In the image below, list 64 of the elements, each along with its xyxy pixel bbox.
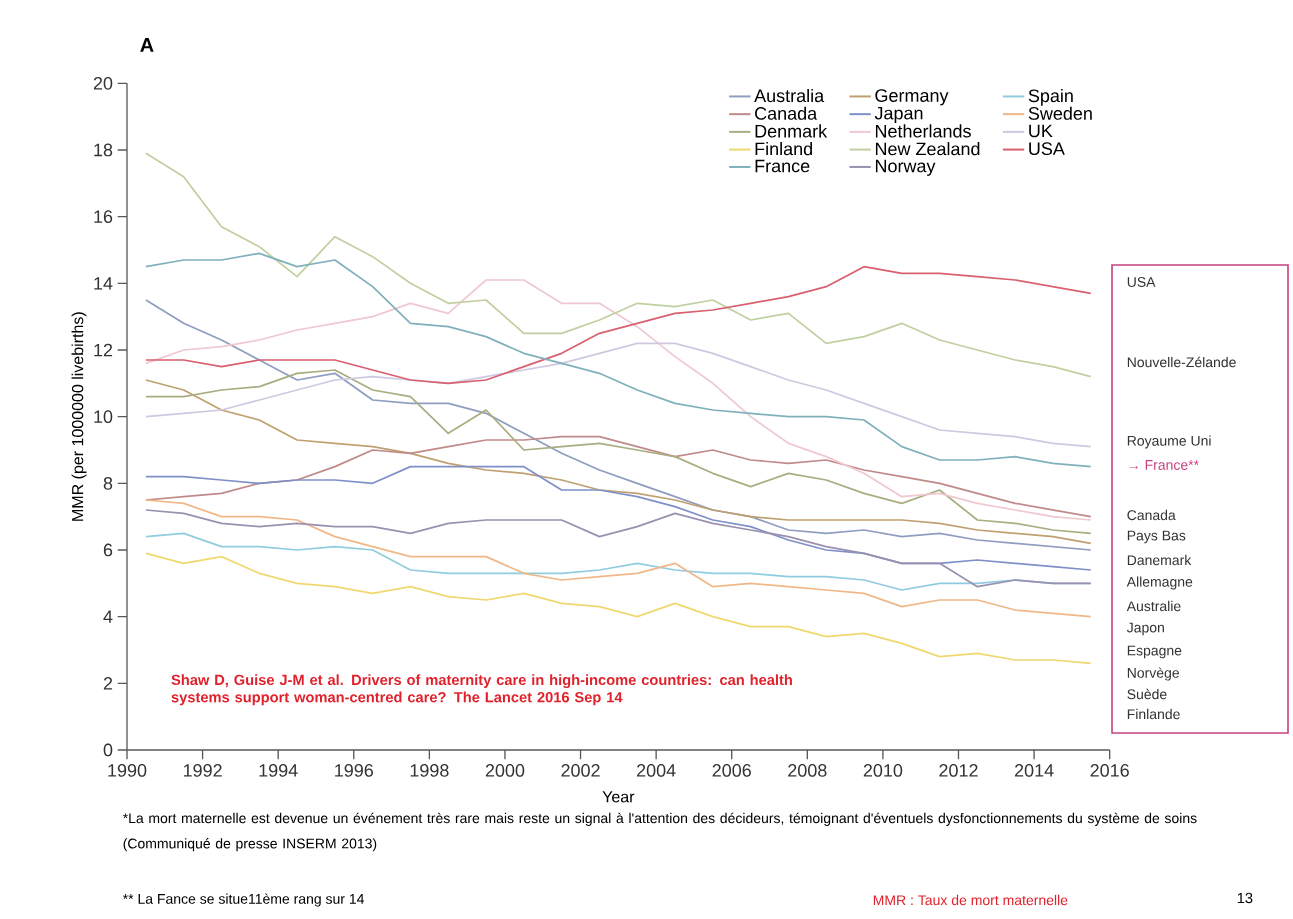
y-tick-label: 4 bbox=[103, 610, 113, 623]
y-tick-label: 2 bbox=[103, 677, 113, 690]
text: Allemagne bbox=[1126, 576, 1193, 590]
x-tick-label: 2000 bbox=[485, 764, 525, 777]
x-tick-label: 2008 bbox=[788, 764, 827, 777]
x-tick-label: 2010 bbox=[863, 764, 903, 777]
annotation: Shaw D, Guise J-M et al. Drivers of maternity care in high-income countries: can health systems support woman-centred care? The Lancet 2016 Sep 14 bbox=[171, 674, 792, 706]
x-axis-title: Year bbox=[602, 791, 635, 803]
legend-label: Australia bbox=[754, 88, 825, 103]
text: Nouvelle-Zélande bbox=[1127, 356, 1236, 368]
text: Australie bbox=[1126, 600, 1181, 612]
legend-label: Germany bbox=[875, 89, 949, 106]
legend-label: France bbox=[755, 159, 810, 173]
legend-label: Canada bbox=[755, 106, 818, 120]
y-tick-label: 14 bbox=[94, 277, 113, 290]
chart-title: A bbox=[140, 38, 154, 52]
legend-label: Finland bbox=[755, 142, 812, 156]
legend-label: Norway bbox=[875, 159, 936, 176]
x-tick-label: 2014 bbox=[1014, 764, 1054, 777]
text: Suède bbox=[1127, 688, 1167, 700]
x-tick-label: 1992 bbox=[183, 764, 222, 777]
text: → France** bbox=[1129, 460, 1199, 470]
line-series bbox=[145, 279, 1092, 521]
x-tick-label: 2004 bbox=[637, 764, 676, 777]
text: Pays Bas bbox=[1127, 530, 1186, 544]
y-tick-label: 0 bbox=[103, 743, 113, 757]
legend-label: UK bbox=[1029, 124, 1053, 138]
text: ** La Fance se situe11ème rang sur 14 bbox=[122, 893, 365, 907]
legend-label: Spain bbox=[1028, 88, 1073, 106]
x-tick-label: 2006 bbox=[712, 764, 751, 777]
legend-label: USA bbox=[1029, 142, 1065, 156]
x-tick-label: 2016 bbox=[1090, 764, 1129, 777]
text: 13 bbox=[1237, 892, 1253, 904]
y-axis-title: MMR (per 1000000 livebirths) bbox=[71, 312, 87, 521]
x-tick-label: 1998 bbox=[410, 764, 449, 777]
text: Japon bbox=[1126, 622, 1164, 636]
legend-label: Netherlands bbox=[875, 124, 971, 138]
line-series bbox=[145, 552, 1092, 665]
x-tick-label: 2002 bbox=[561, 764, 600, 777]
y-tick-label: 12 bbox=[94, 343, 113, 357]
x-tick-label: 1996 bbox=[335, 764, 373, 777]
legend-label: Sweden bbox=[1028, 106, 1092, 120]
text: MMR : Taux de mort maternelle bbox=[873, 894, 1068, 906]
x-tick-label: 1990 bbox=[108, 764, 147, 777]
y-tick-label: 20 bbox=[93, 76, 113, 90]
text: Norvège bbox=[1127, 667, 1179, 681]
text: Danemark bbox=[1127, 554, 1192, 566]
text: Royaume Uni bbox=[1127, 435, 1211, 449]
y-tick-label: 6 bbox=[103, 543, 113, 557]
legend-label: Japan bbox=[874, 106, 923, 124]
y-tick-label: 10 bbox=[94, 410, 113, 424]
legend-label: New Zealand bbox=[875, 142, 980, 156]
text: USA bbox=[1127, 277, 1156, 287]
text: Canada bbox=[1127, 509, 1176, 521]
legend-label: Denmark bbox=[755, 124, 828, 138]
text: Espagne bbox=[1127, 645, 1182, 659]
y-tick-label: 16 bbox=[94, 210, 113, 224]
y-tick-label: 8 bbox=[103, 476, 113, 490]
text: Finlande bbox=[1127, 708, 1180, 720]
y-tick-label: 18 bbox=[94, 143, 113, 157]
x-tick-label: 1994 bbox=[259, 764, 298, 777]
text: *La mort maternelle est devenue un événement très rare mais reste un signal à l'attention des décideurs, témoignant d'éventuels dysfonctionnements du système de soins (Communiqué de presse INSERM 2013) bbox=[122, 812, 1197, 852]
x-tick-label: 2012 bbox=[939, 764, 978, 777]
line-series bbox=[145, 252, 1092, 468]
